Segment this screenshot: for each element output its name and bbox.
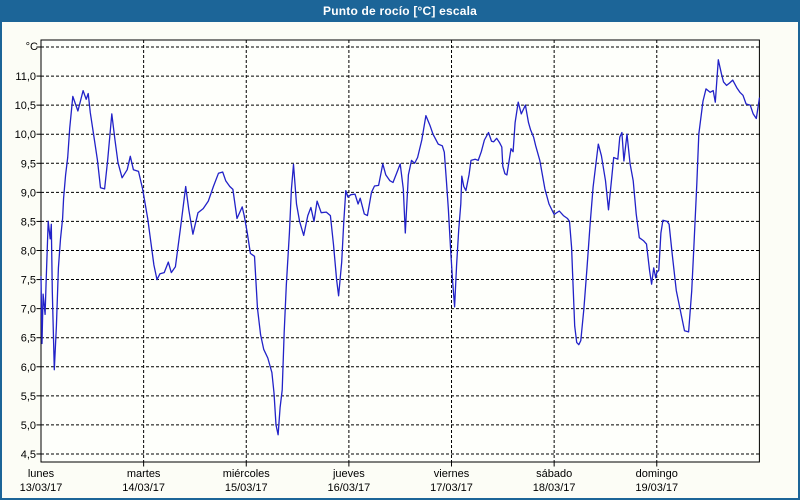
- x-day-label: viernes: [434, 468, 470, 480]
- dewpoint-line: [40, 59, 761, 436]
- y-tick-label: 5,0: [21, 420, 36, 432]
- y-tick-label: 5,5: [21, 391, 36, 403]
- x-date-label: 14/03/17: [122, 482, 165, 494]
- y-tick-label: 8,5: [21, 216, 36, 228]
- x-date-label: 17/03/17: [430, 482, 473, 494]
- x-date-label: 16/03/17: [327, 482, 370, 494]
- x-day-label: lunes: [28, 468, 55, 480]
- y-tick-label: 10,0: [15, 129, 36, 141]
- x-date-label: 19/03/17: [635, 482, 678, 494]
- y-tick-label: 7,0: [21, 304, 36, 316]
- x-date-label: 15/03/17: [225, 482, 268, 494]
- y-tick-label: 10,5: [15, 100, 36, 112]
- title-bar: Punto de rocío [°C] escala: [0, 0, 800, 22]
- x-day-label: domingo: [636, 468, 678, 480]
- x-date-label: 18/03/17: [533, 482, 576, 494]
- y-tick-label: 6,5: [21, 333, 36, 345]
- x-day-label: jueves: [332, 468, 365, 480]
- y-tick-label: 7,5: [21, 275, 36, 287]
- x-day-label: miércoles: [223, 468, 271, 480]
- y-tick-label: 6,0: [21, 362, 36, 374]
- x-day-label: sábado: [536, 468, 572, 480]
- chart-title: Punto de rocío [°C] escala: [322, 4, 478, 18]
- y-tick-label: 9,5: [21, 158, 36, 170]
- x-date-label: 13/03/17: [20, 482, 63, 494]
- plot-area: [40, 39, 760, 463]
- y-axis-unit-label: °C: [26, 41, 38, 53]
- y-tick-label: 8,0: [21, 245, 36, 257]
- y-tick-label: 11,0: [15, 71, 36, 83]
- y-tick-label: 4,5: [21, 449, 36, 461]
- x-day-label: martes: [127, 468, 161, 480]
- y-tick-label: 9,0: [21, 187, 36, 199]
